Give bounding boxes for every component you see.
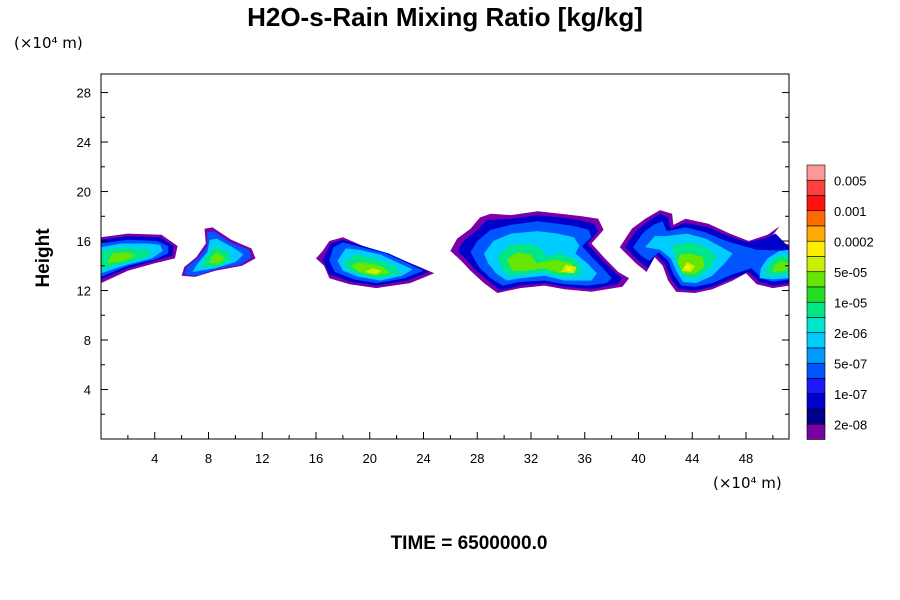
chart-title: H2O-s-Rain Mixing Ratio [kg/kg] [247, 2, 643, 32]
x-tick-label: 8 [205, 451, 212, 466]
colorbar-swatch [806, 408, 826, 425]
colorbar-label: 5e-07 [834, 356, 867, 371]
y-tick-label: 24 [77, 135, 91, 150]
contour-band [107, 252, 136, 264]
colorbar-label: 2e-08 [834, 417, 867, 432]
colorbar-swatch [806, 317, 826, 334]
y-tick-label: 28 [77, 86, 91, 101]
contour-band [683, 265, 691, 270]
y-tick-label: 12 [77, 284, 91, 299]
colorbar-swatch [806, 423, 826, 440]
contour-band [565, 267, 573, 271]
y-tick-label: 20 [77, 185, 91, 200]
colorbar-swatch [806, 332, 826, 349]
colorbar-swatch [806, 378, 826, 395]
colorbar-swatch [806, 179, 826, 196]
contour-band [506, 252, 577, 274]
colorbar-swatch [806, 164, 826, 181]
y-tick-label: 8 [84, 333, 91, 348]
colorbar-swatch [806, 210, 826, 227]
colorbar-swatch [806, 271, 826, 288]
y-tick-label: 4 [84, 383, 91, 398]
colorbar-swatch [806, 362, 826, 379]
x-tick-label: 40 [631, 451, 645, 466]
cloud-2-contours [181, 227, 256, 277]
x-tick-label: 28 [470, 451, 484, 466]
colorbar-label: 2e-06 [834, 326, 867, 341]
colorbar-swatch [806, 240, 826, 257]
colorbar-swatch [806, 195, 826, 212]
colorbar-swatch [806, 393, 826, 410]
colorbar-swatch [806, 225, 826, 242]
contour-band [209, 252, 225, 264]
colorbar: 0.005 0.001 0.0002 5e-05 1e-05 2e-06 5e-07 1e-0… [806, 164, 874, 440]
y-axis-label: Height [33, 228, 54, 288]
colorbar-label: 1e-07 [834, 387, 867, 402]
cloud-5-contours [619, 210, 789, 293]
plot-frame [100, 73, 790, 440]
colorbar-label: 0.0002 [834, 234, 874, 249]
contour-band [772, 260, 789, 272]
colorbar-label: 0.001 [834, 204, 867, 219]
colorbar-swatch [806, 347, 826, 364]
x-tick-label: 20 [363, 451, 377, 466]
x-tick-label: 4 [151, 451, 158, 466]
x-axis: 4 8 12 16 20 24 28 32 36 40 44 48 [127, 432, 774, 466]
time-label: TIME = 6500000.0 [391, 533, 548, 554]
colorbar-swatch [806, 286, 826, 303]
cloud-field [101, 210, 789, 293]
colorbar-label: 5e-05 [834, 265, 867, 280]
x-tick-label: 12 [255, 451, 269, 466]
cloud-3-contours [316, 237, 435, 289]
x-tick-label: 36 [578, 451, 592, 466]
x-tick-label: 32 [524, 451, 538, 466]
y-tick-label: 16 [77, 234, 91, 249]
y-axis: 4 8 12 16 20 24 28 [77, 86, 789, 415]
x-tick-label: 44 [685, 451, 699, 466]
x-tick-label: 48 [739, 451, 753, 466]
contour-band [364, 268, 382, 275]
contour-band [350, 262, 390, 276]
x-unit-label: (×10⁴ m) [713, 474, 782, 492]
colorbar-swatch [806, 256, 826, 273]
colorbar-label: 0.005 [834, 173, 867, 188]
x-tick-label: 24 [416, 451, 430, 466]
colorbar-label: 1e-05 [834, 295, 867, 310]
y-unit-label: (×10⁴ m) [14, 34, 83, 52]
x-tick-label: 16 [309, 451, 323, 466]
colorbar-swatch [806, 301, 826, 318]
cloud-1-contours [101, 233, 178, 284]
cloud-4-contours [450, 211, 630, 293]
